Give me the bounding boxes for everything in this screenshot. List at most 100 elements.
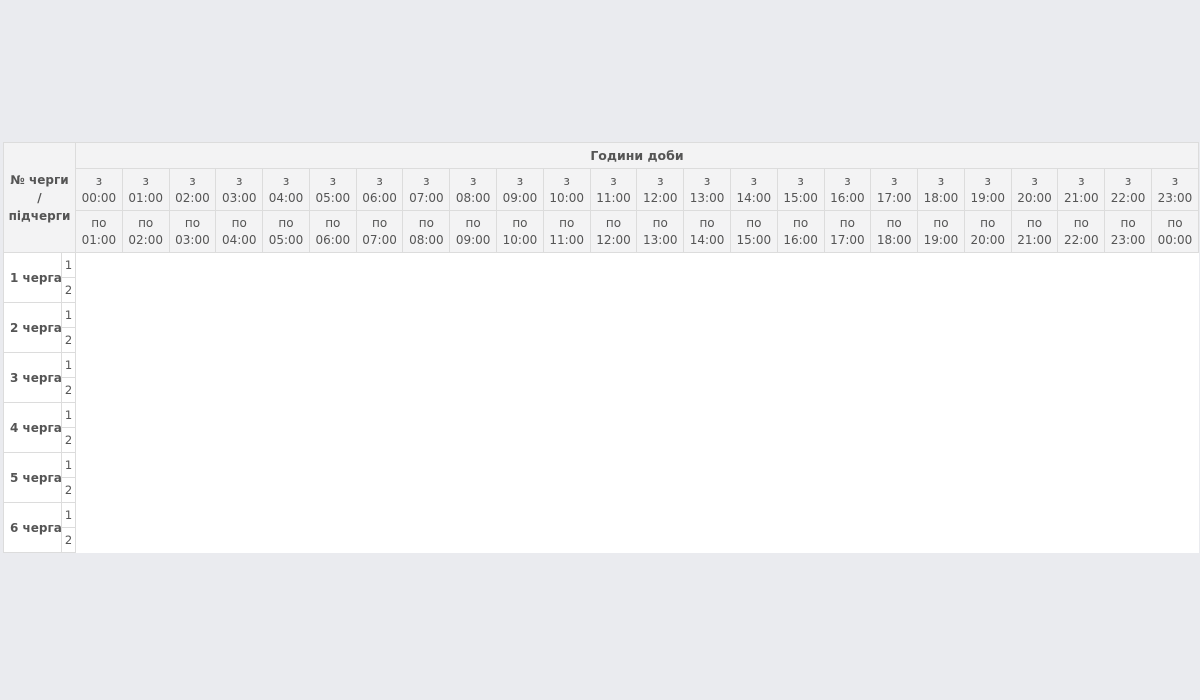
hour-end-header-prefix: по xyxy=(933,215,949,230)
schedule-cell xyxy=(636,452,685,478)
schedule-cell xyxy=(262,252,310,278)
schedule-cell xyxy=(1057,377,1106,403)
schedule-cell xyxy=(215,327,264,353)
subqueue-number: 2 xyxy=(61,477,76,503)
hour-end-header-time: 15:00 xyxy=(736,232,772,247)
schedule-cell xyxy=(121,502,170,528)
hour-start-header-time: 23:00 xyxy=(1157,190,1193,205)
schedule-cell xyxy=(449,277,498,303)
schedule-cell xyxy=(1104,277,1152,303)
schedule-cell xyxy=(1057,477,1106,503)
subqueue-row: 4 черга 1 xyxy=(3,402,1199,453)
schedule-cell xyxy=(917,277,965,303)
hour-start-header-time: 14:00 xyxy=(736,190,772,205)
hour-start-header-time: 15:00 xyxy=(783,190,818,205)
schedule-cell xyxy=(121,302,170,328)
hour-end-header: по 22:00 xyxy=(1057,210,1106,253)
hour-start-header-time: 10:00 xyxy=(549,190,584,205)
schedule-cell xyxy=(636,352,685,378)
schedule-cell xyxy=(870,377,919,403)
hour-end-header-time: 04:00 xyxy=(221,232,257,247)
hour-end-header-time: 23:00 xyxy=(1110,232,1146,247)
schedule-cell xyxy=(262,352,310,378)
schedule-cell xyxy=(823,352,872,378)
subqueue-row: 2 xyxy=(4,327,1199,353)
hour-end-header: по 03:00 xyxy=(168,210,217,253)
schedule-cell xyxy=(729,452,778,478)
hour-start-header-prefix: з xyxy=(142,173,149,188)
schedule-cell xyxy=(121,477,170,503)
hour-end-header-prefix: по xyxy=(699,215,715,230)
schedule-cell xyxy=(262,427,310,453)
hour-start-header-time: 06:00 xyxy=(362,190,397,205)
schedule-cell xyxy=(917,352,965,378)
schedule-cell xyxy=(870,352,919,378)
schedule-cell xyxy=(1150,477,1199,503)
schedule-cell xyxy=(1010,277,1059,303)
queue-label: 2 черга xyxy=(3,302,62,353)
schedule-cell xyxy=(215,477,264,503)
subqueue-row: 6 черга 1 xyxy=(3,502,1199,553)
schedule-cell xyxy=(496,377,544,403)
hour-start-header-time: 22:00 xyxy=(1110,190,1146,205)
schedule-cell xyxy=(1104,527,1152,553)
hour-end-header-prefix: по xyxy=(371,215,388,230)
hour-start-header-time: 01:00 xyxy=(128,190,163,205)
schedule-cell xyxy=(729,477,778,503)
schedule-cell xyxy=(870,477,919,503)
hour-start-header: з 20:00 xyxy=(1010,168,1059,211)
hour-end-header-prefix: по xyxy=(91,215,107,230)
schedule-cell xyxy=(215,377,264,403)
hour-end-header-prefix: по xyxy=(980,215,996,230)
schedule-cell xyxy=(75,402,123,428)
schedule-cell xyxy=(589,402,638,428)
hour-start-header: з 08:00 xyxy=(449,168,498,211)
schedule-cell xyxy=(917,402,965,428)
hour-end-header: по 18:00 xyxy=(870,210,919,253)
schedule-cell xyxy=(683,402,731,428)
schedule-cell xyxy=(355,527,404,553)
schedule-cell xyxy=(870,252,919,278)
schedule-cell xyxy=(168,527,217,553)
queue-label: 6 черга xyxy=(3,502,62,553)
subqueue-row: 2 xyxy=(4,427,1199,453)
schedule-cell xyxy=(168,502,217,528)
hour-end-header-prefix: по xyxy=(793,215,809,230)
schedule-cell xyxy=(963,477,1012,503)
hour-start-header: з 17:00 xyxy=(870,168,919,211)
schedule-cell xyxy=(402,527,451,553)
hour-end-header-time: 01:00 xyxy=(81,232,117,247)
schedule-cell xyxy=(776,252,825,278)
schedule-cell xyxy=(262,377,310,403)
hour-end-header-time: 21:00 xyxy=(1017,232,1052,247)
hour-start-header-prefix: з xyxy=(563,173,570,188)
hour-end-header-prefix: по xyxy=(278,215,294,230)
hour-start-header-time: 18:00 xyxy=(923,190,959,205)
hour-end-header-time: 22:00 xyxy=(1064,232,1099,247)
hour-end-header: по 16:00 xyxy=(776,210,825,253)
hour-end-header: по 07:00 xyxy=(355,210,404,253)
schedule-cell xyxy=(1104,502,1152,528)
schedule-cell xyxy=(1010,377,1059,403)
schedule-cell xyxy=(963,302,1012,328)
hour-end-header-time: 13:00 xyxy=(642,232,678,247)
schedule-cell xyxy=(683,302,731,328)
outage-schedule-table: № черги / підчерги Години доби з 00:00 з 01:00 з… xyxy=(3,142,1199,553)
schedule-cell xyxy=(963,402,1012,428)
hour-start-header: з 13:00 xyxy=(683,168,731,211)
schedule-cell xyxy=(823,277,872,303)
schedule-cell xyxy=(683,377,731,403)
schedule-cell xyxy=(1010,452,1059,478)
subqueue-number: 1 xyxy=(61,452,76,478)
hour-end-header: по 15:00 xyxy=(729,210,778,253)
schedule-cell xyxy=(1010,502,1059,528)
hour-start-header-prefix: з xyxy=(797,173,804,188)
hour-end-header-prefix: по xyxy=(512,215,528,230)
schedule-cell xyxy=(636,527,685,553)
schedule-cell xyxy=(449,302,498,328)
schedule-cell xyxy=(542,252,591,278)
schedule-cell xyxy=(823,377,872,403)
schedule-cell xyxy=(636,377,685,403)
schedule-cell xyxy=(496,427,544,453)
hour-end-header-time: 10:00 xyxy=(502,232,538,247)
